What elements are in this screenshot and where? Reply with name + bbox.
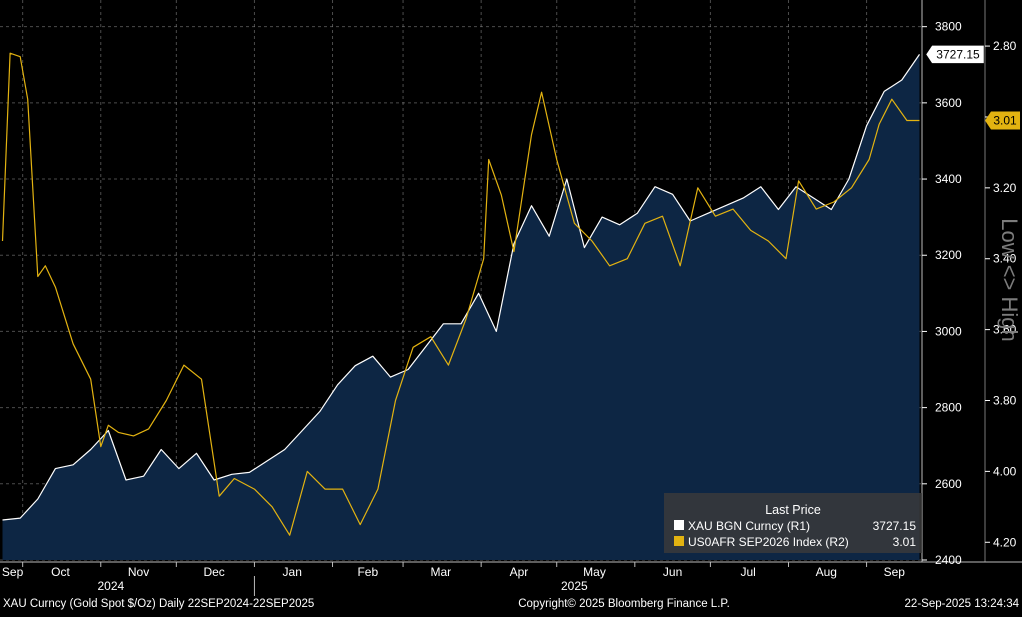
x-tick-label: Nov [128, 565, 149, 579]
year-label-2024: 2024 [97, 579, 124, 593]
side-label-low-high: Low <> High [997, 218, 1022, 342]
x-tick-label: Dec [203, 565, 224, 579]
x-tick-label: Mar [431, 565, 452, 579]
last-value-tag-us0afr-text: 3.01 [993, 114, 1017, 128]
last-value-tag-xau: 3727.15 [925, 45, 985, 64]
x-tick-label: Sep [884, 565, 906, 579]
legend-background [664, 493, 922, 553]
last-value-tag-xau-bg [925, 45, 985, 64]
x-tick-label: Apr [510, 565, 529, 579]
x-tick-label: Jul [741, 565, 756, 579]
r1-tick-label: 2600 [935, 477, 962, 491]
legend-swatch [674, 520, 684, 530]
r1-tick-label: 2400 [935, 553, 962, 567]
legend-entry-value: 3.01 [893, 535, 917, 549]
x-tick-label: Jan [283, 565, 302, 579]
r1-tick-label: 3800 [935, 20, 962, 34]
legend-box: Last Price XAU BGN Curncy (R1) 3727.15 US0A… [664, 493, 922, 553]
plot-layer [1, 52, 920, 561]
r2-tick-label: 4.00 [993, 464, 1017, 478]
r2-tick-label: 3.20 [993, 181, 1017, 195]
footer-timestamp-text: 22-Sep-2025 13:24:34 [905, 598, 1020, 610]
year-label-2025: 2025 [561, 579, 588, 593]
r2-tick-label: 4.20 [993, 535, 1017, 549]
axes-layer: 240026002800300032003400360038002.803.00… [0, 0, 1022, 596]
series-xau-line [2, 54, 920, 521]
legend-header: Last Price [765, 503, 821, 517]
r1-tick-label: 2800 [935, 401, 962, 415]
r2-tick-label: 3.80 [993, 394, 1017, 408]
last-value-tag-xau-text: 3727.15 [936, 47, 980, 61]
x-tick-label: Jun [663, 565, 682, 579]
x-tick-label: Sep [2, 565, 24, 579]
legend-entry-name: XAU BGN Curncy (R1) [688, 519, 810, 533]
r2-tick-label: 2.80 [993, 39, 1017, 53]
footer-copyright-text: Copyright© 2025 Bloomberg Finance L.P. [518, 598, 730, 610]
x-tick-label: Feb [357, 565, 378, 579]
legend-swatch [674, 536, 684, 546]
legend-entry-name: US0AFR SEP2026 Index (R2) [688, 535, 849, 549]
footer-left-text: XAU Curncy (Gold Spot $/Oz) Daily 22SEP2… [3, 598, 314, 610]
last-value-tag-us0afr-bg [985, 111, 1020, 130]
series-xau-area [2, 54, 920, 561]
x-tick-label: May [583, 565, 606, 579]
legend-entry-value: 3727.15 [873, 519, 917, 533]
r1-tick-label: 3000 [935, 324, 962, 338]
r1-tick-label: 3200 [935, 248, 962, 262]
x-tick-label: Aug [816, 565, 837, 579]
series-us0afr-line [1, 52, 920, 536]
r2-tick-label: 3.40 [993, 252, 1017, 266]
r1-tick-label: 3600 [935, 96, 962, 110]
last-value-tag-us0afr: 3.01 [985, 111, 1020, 130]
footer-bar: XAU Curncy (Gold Spot $/Oz) Daily 22SEP2… [3, 598, 1020, 610]
r2-tick-label: 3.60 [993, 323, 1017, 337]
r1-tick-label: 3400 [935, 172, 962, 186]
x-tick-label: Oct [51, 565, 70, 579]
